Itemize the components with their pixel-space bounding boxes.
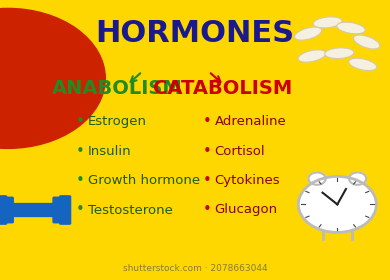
Text: Growth hormone: Growth hormone xyxy=(88,174,200,187)
Ellipse shape xyxy=(325,48,354,59)
Text: CATABOLISM: CATABOLISM xyxy=(152,79,292,98)
Text: •: • xyxy=(202,144,211,159)
Text: •: • xyxy=(202,114,211,129)
Ellipse shape xyxy=(294,27,322,40)
Text: •: • xyxy=(76,114,84,129)
FancyBboxPatch shape xyxy=(60,196,71,224)
Circle shape xyxy=(308,172,326,185)
Text: Adrenaline: Adrenaline xyxy=(215,115,286,128)
Text: Cortisol: Cortisol xyxy=(215,145,265,158)
Circle shape xyxy=(349,172,366,185)
FancyBboxPatch shape xyxy=(0,196,7,224)
Text: ANABOLISM: ANABOLISM xyxy=(51,79,183,98)
Text: Insulin: Insulin xyxy=(88,145,131,158)
Text: Glucagon: Glucagon xyxy=(215,204,278,216)
Ellipse shape xyxy=(353,35,380,49)
Text: •: • xyxy=(76,202,84,218)
Text: Cytokines: Cytokines xyxy=(215,174,280,187)
Text: Estrogen: Estrogen xyxy=(88,115,147,128)
Text: •: • xyxy=(202,173,211,188)
FancyBboxPatch shape xyxy=(12,204,58,216)
Text: •: • xyxy=(76,144,84,159)
FancyBboxPatch shape xyxy=(53,197,64,223)
Text: HORMONES: HORMONES xyxy=(96,19,294,48)
Text: shutterstock.com · 2078663044: shutterstock.com · 2078663044 xyxy=(123,264,267,273)
Text: Testosterone: Testosterone xyxy=(88,204,173,216)
Ellipse shape xyxy=(313,17,342,28)
Ellipse shape xyxy=(337,22,365,34)
Ellipse shape xyxy=(298,50,326,62)
FancyBboxPatch shape xyxy=(2,197,13,223)
Text: •: • xyxy=(202,202,211,218)
Text: •: • xyxy=(76,173,84,188)
Ellipse shape xyxy=(349,58,377,71)
Circle shape xyxy=(0,8,105,148)
Circle shape xyxy=(298,176,376,232)
